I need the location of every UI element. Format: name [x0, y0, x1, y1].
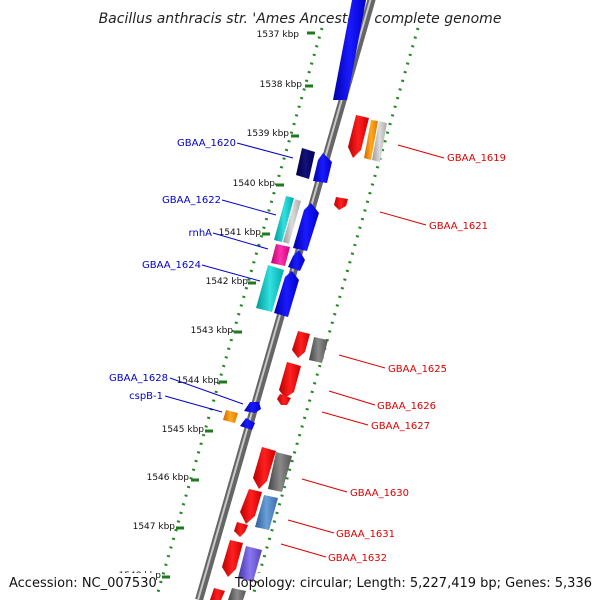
gene-arrow[interactable] — [238, 546, 262, 582]
gene-label[interactable]: GBAA_1622 — [162, 195, 221, 206]
gene-arrow[interactable] — [240, 418, 255, 430]
gene-label[interactable]: GBAA_1624 — [142, 260, 201, 271]
gene-label[interactable]: GBAA_1621 — [429, 221, 488, 232]
gene-label[interactable]: GBAA_1625 — [388, 364, 447, 375]
gene-label[interactable]: GBAA_1632 — [328, 553, 387, 564]
footer-right-bg — [258, 573, 596, 593]
gene-arrow[interactable] — [309, 337, 328, 363]
map-title: Bacillus anthracis str. 'Ames Ancestor',… — [99, 11, 502, 27]
tick-label: 1543 kbp — [191, 326, 234, 336]
reverse-genes — [210, 115, 387, 600]
gene-arrow[interactable] — [288, 250, 305, 271]
gene-label[interactable]: GBAA_1631 — [336, 529, 395, 540]
tick-label: 1545 kbp — [162, 425, 205, 435]
footer-left-bg — [4, 573, 156, 593]
gene-label[interactable]: GBAA_1619 — [447, 153, 506, 164]
gene-label[interactable]: rnhA — [189, 228, 213, 239]
gene-arrow[interactable] — [277, 394, 291, 405]
gene-label[interactable]: GBAA_1620 — [177, 138, 236, 149]
tick-label: 1546 kbp — [147, 473, 190, 483]
gene-arrow[interactable] — [296, 148, 315, 179]
tick-label: 1539 kbp — [247, 129, 290, 139]
gene-arrow[interactable] — [274, 271, 299, 317]
gene-arrow[interactable] — [348, 115, 369, 158]
gene-arrow[interactable] — [274, 196, 294, 242]
gene-label[interactable]: cspB-1 — [129, 391, 163, 402]
gene-arrow[interactable] — [228, 588, 246, 600]
tick-label: 1541 kbp — [219, 228, 262, 238]
forward-genes — [223, 0, 366, 430]
gene-arrow[interactable] — [372, 121, 387, 162]
gene-arrow[interactable] — [271, 244, 290, 266]
gene-arrow[interactable] — [364, 120, 378, 160]
gene-arrow[interactable] — [292, 331, 310, 358]
gene-arrow[interactable] — [240, 489, 262, 524]
gene-arrow[interactable] — [256, 265, 284, 312]
gene-arrow[interactable] — [253, 447, 276, 489]
gene-arrow[interactable] — [234, 522, 248, 537]
gene-arrow[interactable] — [210, 588, 225, 600]
gene-arrow[interactable] — [334, 197, 348, 210]
gene-arrow[interactable] — [244, 402, 261, 413]
gene-arrow[interactable] — [255, 495, 278, 530]
gene-arrow[interactable] — [283, 199, 301, 244]
gene-arrow[interactable] — [222, 540, 243, 577]
tick-label: 1537 kbp — [257, 30, 300, 40]
gene-label[interactable]: GBAA_1627 — [371, 421, 430, 432]
gene-label[interactable]: GBAA_1626 — [377, 401, 436, 412]
topology-text: Topology: circular; Length: 5,227,419 bp… — [234, 576, 592, 591]
tick-label: 1547 kbp — [133, 522, 176, 532]
gene-arrow[interactable] — [223, 410, 238, 423]
gene-label[interactable]: GBAA_1630 — [350, 488, 409, 499]
left-gene-labels: GBAA_1620 GBAA_1622 rnhA GBAA_1624 GBAA_… — [109, 138, 294, 413]
gene-arrow[interactable] — [333, 0, 366, 100]
left-dotted-track — [156, 27, 324, 593]
tick-label: 1544 kbp — [177, 376, 220, 386]
gene-label[interactable]: GBAA_1628 — [109, 373, 168, 384]
tick-label: 1538 kbp — [260, 80, 303, 90]
gene-arrow[interactable] — [313, 153, 332, 183]
gene-arrow[interactable] — [293, 203, 319, 251]
tick-label: 1540 kbp — [233, 179, 276, 189]
gene-arrow[interactable] — [279, 362, 301, 398]
accession-text: Accession: NC_007530 — [9, 576, 157, 591]
gene-arrow[interactable] — [268, 452, 292, 492]
right-gene-labels: GBAA_1619 GBAA_1621 GBAA_1625 GBAA_1626 … — [280, 144, 506, 564]
tick-marks — [162, 31, 315, 579]
tick-label: 1542 kbp — [206, 277, 249, 287]
